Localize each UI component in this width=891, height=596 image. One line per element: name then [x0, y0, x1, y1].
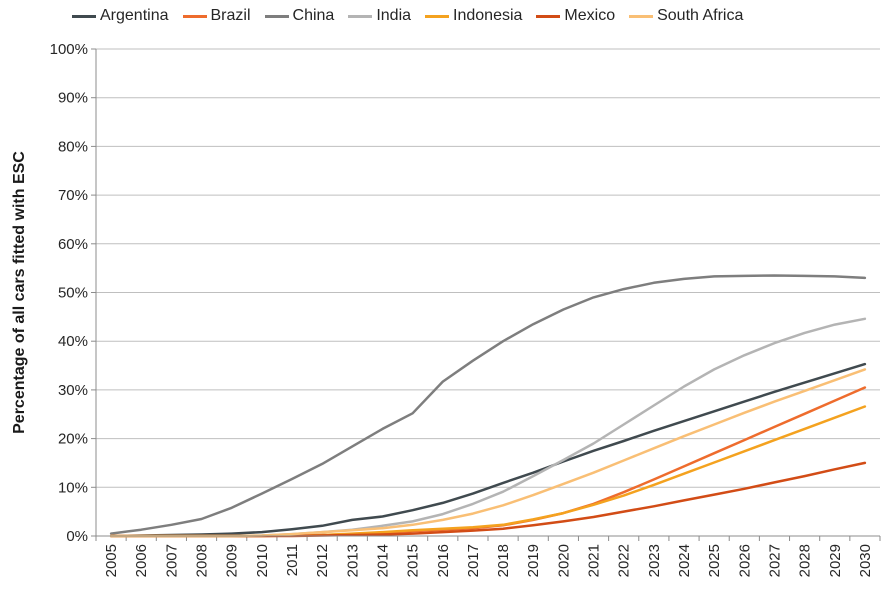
legend-item-india: India	[348, 7, 411, 25]
x-tick-label: 2022	[616, 544, 633, 577]
legend-label: India	[376, 7, 412, 24]
x-tick-label: 2027	[766, 544, 783, 577]
x-tick-label: 2010	[254, 544, 271, 577]
x-tick-label: 2028	[797, 544, 814, 577]
y-tick-label: 80%	[58, 138, 88, 155]
chart-legend: Argentina Brazil China India Indonesia Mexico…	[72, 4, 743, 28]
y-tick-label: 20%	[58, 431, 88, 448]
y-tick-label: 10%	[58, 479, 88, 496]
x-tick-label: 2021	[586, 544, 603, 577]
x-tick-label: 2024	[676, 544, 693, 577]
x-tick-label: 2013	[344, 544, 361, 577]
legend-item-mexico: Mexico	[536, 7, 615, 25]
legend-swatch	[536, 14, 561, 18]
legend-swatch	[72, 14, 96, 18]
legend-label: China	[292, 7, 335, 24]
x-tick-label: 2026	[736, 544, 753, 577]
legend-item-indonesia: Indonesia	[425, 7, 522, 25]
y-tick-label: 100%	[50, 41, 88, 58]
y-tick-label: 30%	[58, 382, 88, 399]
x-tick-label: 2020	[555, 544, 572, 577]
legend-label: Argentina	[100, 7, 169, 24]
x-tick-label: 2005	[103, 544, 120, 577]
legend-label: Brazil	[210, 7, 251, 24]
y-axis-label: Percentage of all cars fitted with ESC	[11, 151, 28, 434]
y-tick-label: 70%	[58, 187, 88, 204]
x-tick-label: 2006	[133, 544, 150, 577]
legend-label: Mexico	[564, 7, 616, 24]
x-tick-label: 2029	[827, 544, 844, 577]
y-tick-label: 40%	[58, 333, 88, 350]
y-tick-label: 60%	[58, 236, 88, 253]
legend-swatch	[425, 14, 450, 18]
x-tick-label: 2015	[405, 544, 422, 577]
x-tick-label: 2014	[374, 544, 391, 577]
legend-item-brazil: Brazil	[182, 7, 251, 25]
x-tick-label: 2023	[646, 544, 663, 577]
x-tick-label: 2007	[163, 544, 180, 577]
legend-swatch	[348, 14, 373, 18]
x-tick-label: 2025	[706, 544, 723, 577]
legend-item-argentina: Argentina	[72, 7, 169, 25]
x-tick-label: 2019	[525, 544, 542, 577]
y-tick-label: 0%	[66, 528, 88, 545]
x-tick-label: 2009	[224, 544, 241, 577]
x-tick-label: 2012	[314, 544, 331, 577]
y-tick-label: 90%	[58, 90, 88, 107]
legend-swatch	[629, 14, 654, 18]
x-tick-label: 2018	[495, 544, 512, 577]
x-tick-label: 2011	[284, 544, 301, 576]
x-tick-label: 2016	[435, 544, 452, 577]
x-tick-label: 2008	[194, 544, 211, 577]
legend-item-south-africa: South Africa	[629, 7, 743, 25]
legend-swatch	[182, 14, 207, 18]
series-line-indonesia	[109, 405, 867, 538]
x-tick-label: 2030	[857, 544, 874, 577]
y-tick-label: 50%	[58, 285, 88, 302]
legend-swatch	[264, 14, 289, 18]
legend-label: Indonesia	[453, 7, 523, 24]
legend-item-china: China	[264, 7, 335, 25]
legend-label: South Africa	[657, 7, 744, 24]
series-line-argentina	[109, 362, 867, 538]
x-tick-label: 2017	[465, 544, 482, 577]
series-line-china	[109, 274, 867, 535]
